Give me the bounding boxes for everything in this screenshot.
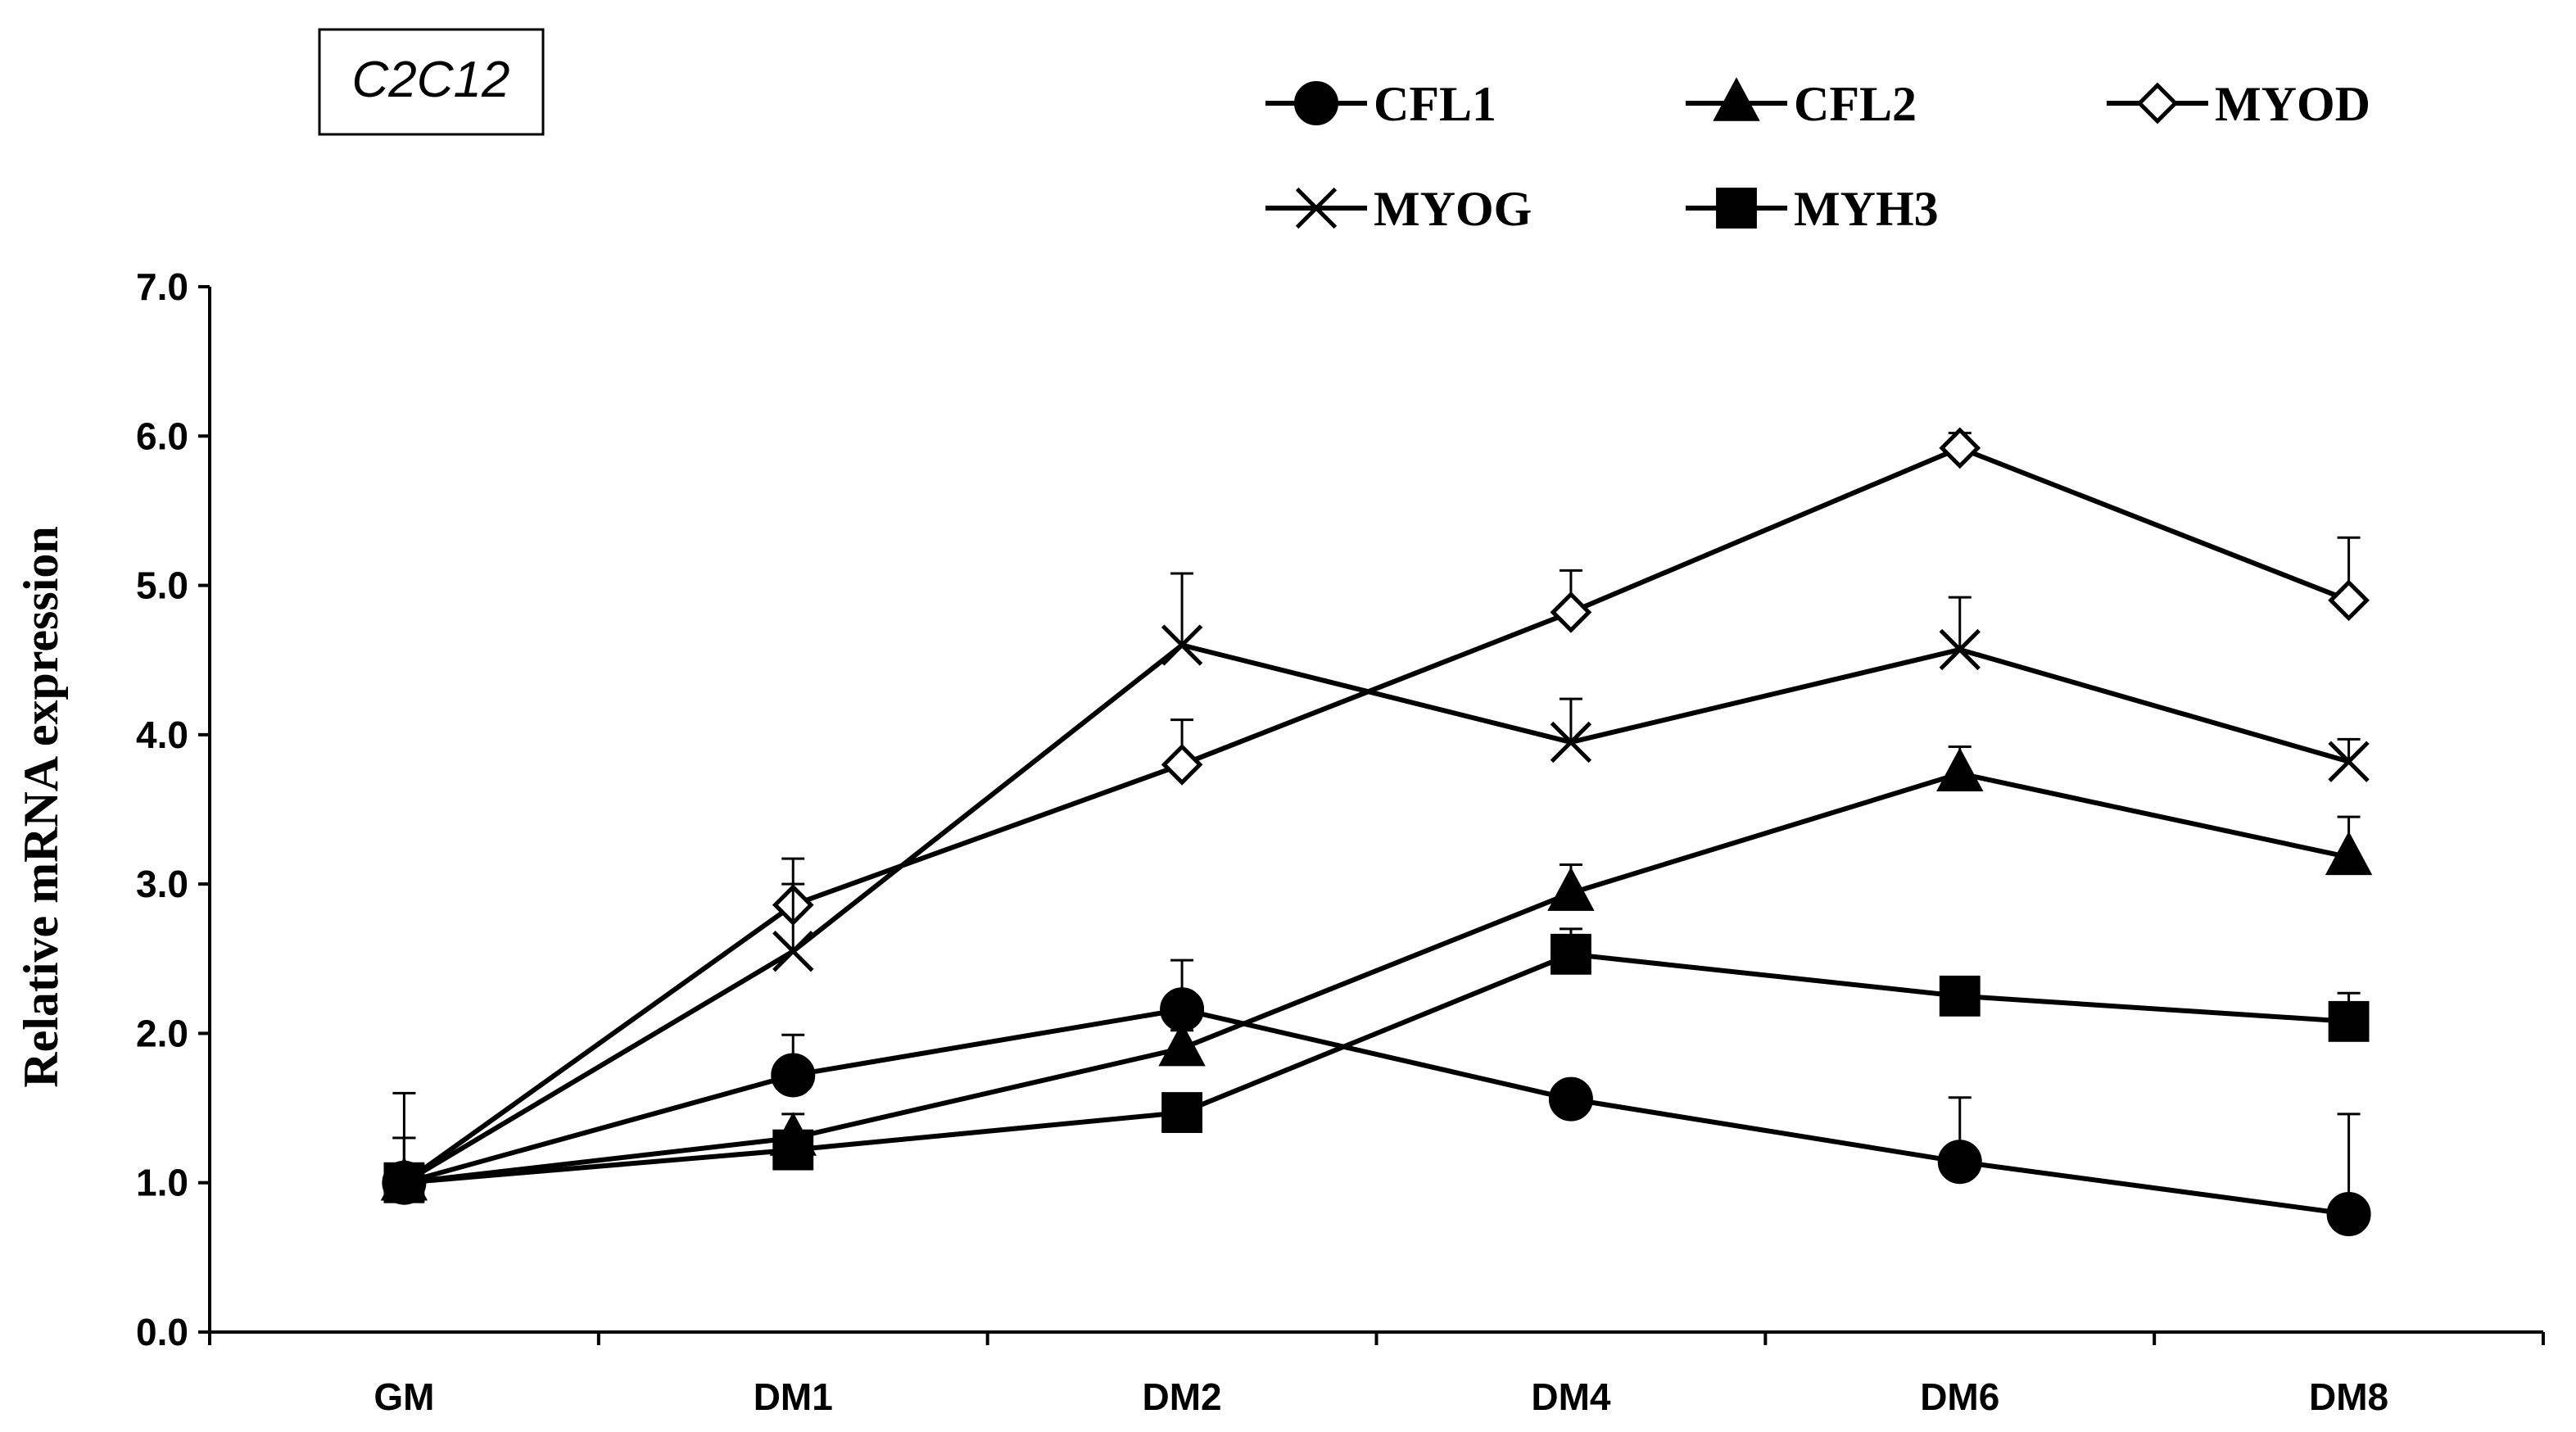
legend-label: MYOG: [1374, 182, 1532, 236]
x-tick-label: DM8: [2309, 1375, 2388, 1418]
y-tick-label: 7.0: [136, 265, 188, 308]
legend-label: MYH3: [1794, 182, 1939, 236]
legend-item-myod: MYOD: [2107, 77, 2370, 131]
data-point: [772, 1129, 814, 1171]
data-point-stroke: [1295, 187, 1338, 229]
data-point: [1936, 747, 1984, 791]
data-point: [1161, 1092, 1203, 1133]
series-cfl1: [382, 958, 2371, 1236]
y-tick-label: 6.0: [136, 415, 188, 457]
y-tick-label: 4.0: [136, 714, 188, 756]
data-point-stroke: [2328, 741, 2370, 782]
data-point: [2325, 831, 2373, 876]
legend-item-myh3: MYH3: [1686, 182, 1939, 236]
series-line: [402, 445, 2350, 1185]
y-tick-label: 3.0: [136, 863, 188, 905]
data-point: [1547, 867, 1595, 911]
y-axis-title: Relative mRNA expression: [14, 526, 68, 1088]
data-point: [1939, 975, 1981, 1017]
data-point: [1548, 1076, 1593, 1122]
data-point: [1937, 1140, 1982, 1185]
data-point: [772, 931, 814, 972]
series-layer: [380, 427, 2373, 1236]
data-point: [1716, 188, 1757, 229]
x-tick-label: DM2: [1143, 1375, 1222, 1418]
legend-label: CFL1: [1374, 77, 1496, 131]
data-point: [2326, 1191, 2371, 1236]
data-point: [1713, 77, 1760, 121]
x-tick-label: DM1: [754, 1375, 833, 1418]
data-point-stroke: [1550, 721, 1592, 764]
data-point: [2328, 1000, 2370, 1042]
series-line: [403, 1007, 2349, 1217]
series-line: [402, 642, 2350, 1185]
series-myod: [383, 427, 2370, 1204]
y-tick-label: 2.0: [136, 1012, 188, 1054]
data-point: [1161, 743, 1203, 786]
series-myh3: [383, 927, 2370, 1203]
data-point: [1550, 591, 1592, 633]
data-point: [1550, 933, 1591, 975]
y-tick-label: 1.0: [136, 1162, 188, 1204]
legend-item-cfl2: CFL2: [1686, 77, 1917, 131]
cell-line-label-box: [318, 28, 545, 136]
legend-label: CFL2: [1794, 77, 1917, 131]
data-point: [2328, 741, 2370, 782]
cell-line-label-text: C2C12: [352, 52, 510, 108]
data-point: [2136, 82, 2179, 125]
data-point-stroke: [772, 931, 814, 972]
x-tick-label: DM6: [1920, 1375, 1999, 1418]
series-line: [404, 771, 2350, 1185]
data-point: [1294, 81, 1338, 125]
x-tick-label: GM: [373, 1375, 434, 1418]
legend-item-cfl1: CFL1: [1265, 77, 1496, 131]
x-tick-label: DM4: [1531, 1375, 1611, 1418]
data-point-stroke: [1161, 624, 1203, 666]
cell-line-label: C2C12: [318, 28, 545, 136]
series-cfl2: [380, 745, 2373, 1201]
legend-item-myog: MYOG: [1265, 182, 1532, 236]
data-point: [1295, 187, 1338, 229]
y-tick-label: 5.0: [136, 564, 188, 607]
data-point: [1550, 721, 1592, 764]
data-point: [1939, 427, 1981, 469]
axes: 0.0 1.0 2.0 3.0 4.0 5.0 6.0 7.0 GM DM1 DM2 DM4 DM6 DM…: [136, 265, 2545, 1418]
data-point: [1939, 628, 1981, 671]
y-tick-label: 0.0: [136, 1311, 188, 1353]
data-point: [2328, 579, 2370, 622]
legend: CFL1 CFL2 MYOD MYOG MYH3: [1265, 77, 2370, 236]
data-point-stroke: [1939, 628, 1981, 671]
data-point: [1158, 1022, 1206, 1067]
series-line: [404, 951, 2349, 1185]
data-point: [771, 1053, 816, 1098]
data-point: [383, 1162, 425, 1203]
data-point: [1161, 624, 1203, 666]
legend-label: MYOD: [2215, 77, 2370, 131]
